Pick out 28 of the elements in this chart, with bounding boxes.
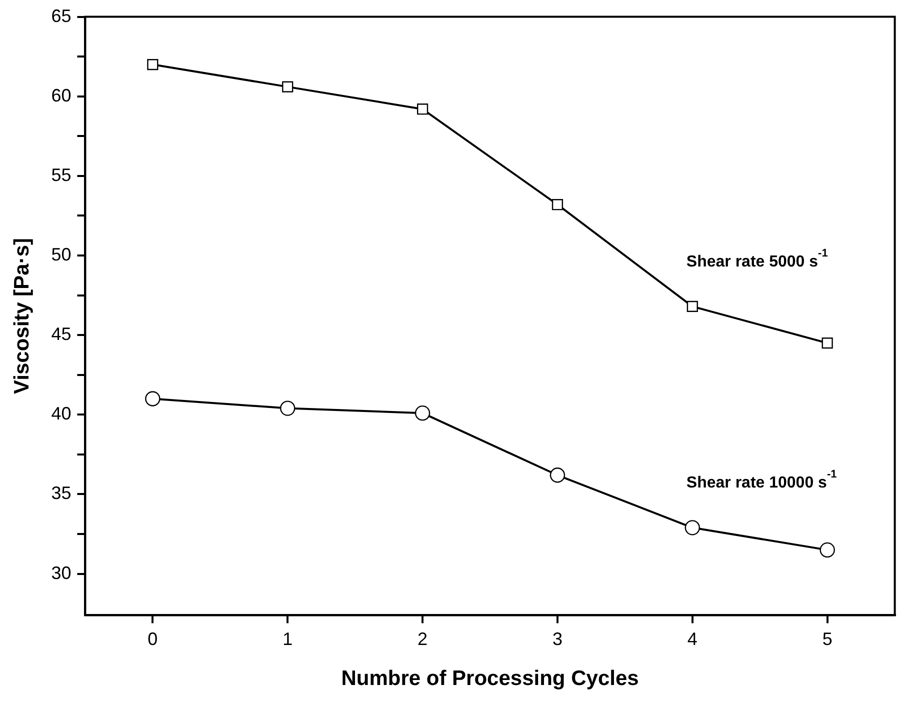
x-tick-label: 1 xyxy=(282,628,293,649)
point xyxy=(414,405,430,421)
point xyxy=(416,104,428,115)
y-tick-label: 45 xyxy=(51,324,72,344)
x-tick-label: 5 xyxy=(822,628,832,649)
y-tick-label: 35 xyxy=(51,483,72,504)
point xyxy=(820,542,835,558)
y-tick-label: 50 xyxy=(51,244,72,264)
x-axis-title: Numbre of Processing Cycles xyxy=(341,667,639,690)
y-tick-label: 65 xyxy=(51,6,72,26)
point xyxy=(686,300,698,312)
y-axis-title: Viscosity [Pa·s] xyxy=(10,238,34,394)
y-tick-label: 40 xyxy=(51,404,72,424)
point xyxy=(550,468,566,483)
point xyxy=(147,58,158,70)
point xyxy=(552,199,564,210)
point xyxy=(280,400,296,416)
x-tick-label: 0 xyxy=(148,628,158,649)
point xyxy=(282,81,294,92)
y-tick-label: 60 xyxy=(51,85,72,106)
x-tick-label: 4 xyxy=(687,628,698,649)
point xyxy=(145,391,160,406)
point xyxy=(822,338,833,349)
y-tick-label: 30 xyxy=(51,562,72,583)
y-tick-label: 55 xyxy=(51,164,72,185)
point xyxy=(684,520,700,536)
x-tick-label: 3 xyxy=(552,628,562,649)
x-tick-label: 2 xyxy=(418,628,428,649)
